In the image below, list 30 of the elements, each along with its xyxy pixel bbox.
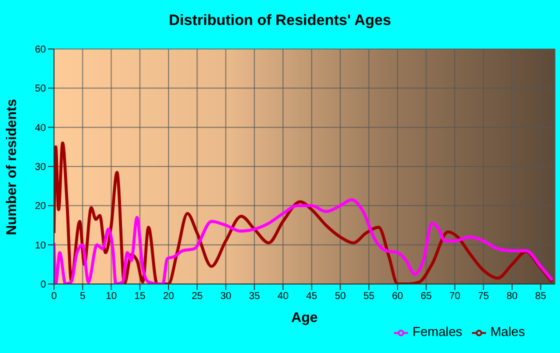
x-tick-label: 0 xyxy=(51,291,58,302)
x-tick-label: 25 xyxy=(192,291,204,302)
x-axis-title: Age xyxy=(291,309,318,325)
x-tick-label: 10 xyxy=(106,291,118,302)
x-tick-label: 75 xyxy=(478,291,490,302)
x-tick-label: 55 xyxy=(363,291,375,302)
y-tick-label: 30 xyxy=(34,162,46,174)
x-tick-label: 85 xyxy=(535,291,547,302)
y-tick-label: 0 xyxy=(40,280,46,291)
y-axis-title: Number of residents xyxy=(3,98,20,235)
y-tick-label: 40 xyxy=(34,122,46,134)
x-tick-label: 50 xyxy=(334,291,346,302)
x-tick-label: 45 xyxy=(306,291,318,302)
legend-label: Males xyxy=(490,324,525,339)
y-tick-label: 50 xyxy=(34,84,46,95)
y-tick-label: 20 xyxy=(34,201,46,212)
x-tick-label: 70 xyxy=(449,291,461,302)
chart-title: Distribution of Residents' Ages xyxy=(168,12,392,29)
x-tick-label: 40 xyxy=(277,291,290,302)
y-tick-label: 60 xyxy=(34,44,46,56)
x-tick-label: 60 xyxy=(392,291,404,302)
x-tick-label: 20 xyxy=(162,291,175,302)
x-tick-label: 65 xyxy=(420,291,432,302)
legend-label: Females xyxy=(412,324,462,339)
x-tick-label: 5 xyxy=(80,291,86,302)
x-tick-label: 35 xyxy=(248,291,260,302)
x-tick-label: 80 xyxy=(506,291,518,302)
x-tick-label: 30 xyxy=(220,291,232,302)
y-tick-label: 10 xyxy=(34,240,46,252)
x-tick-label: 15 xyxy=(134,291,146,302)
